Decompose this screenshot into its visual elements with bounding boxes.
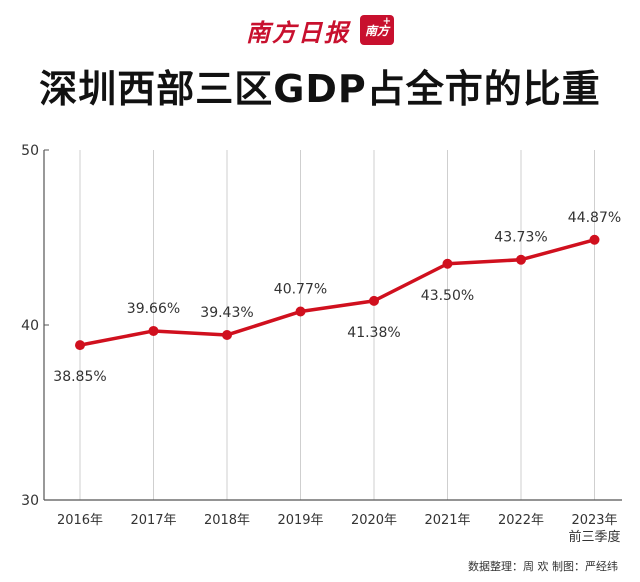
data-label: 40.77% bbox=[274, 282, 327, 298]
data-point bbox=[148, 325, 159, 336]
x-tick-label: 2016年 bbox=[57, 513, 103, 528]
data-point bbox=[442, 258, 453, 269]
data-point bbox=[516, 254, 526, 265]
data-label: 39.43% bbox=[200, 305, 253, 321]
x-tick-label: 2018年 bbox=[204, 513, 250, 528]
data-point bbox=[369, 295, 379, 306]
data-label: 43.73% bbox=[494, 230, 547, 246]
masthead: 南方日报 南方 + bbox=[0, 10, 640, 50]
x-tick-label: 2017年 bbox=[130, 513, 176, 528]
data-point bbox=[295, 306, 306, 317]
data-point bbox=[75, 340, 85, 351]
x-tick-label: 前三季度 bbox=[568, 529, 620, 545]
data-label: 44.87% bbox=[568, 210, 621, 226]
brand-logo-text: 南方 bbox=[364, 23, 389, 38]
data-label: 43.50% bbox=[421, 288, 474, 304]
x-tick-label: 2019年 bbox=[277, 513, 323, 528]
x-tick-label: 2020年 bbox=[351, 513, 397, 528]
y-tick-label: 30 bbox=[21, 493, 39, 509]
x-tick-label: 2021年 bbox=[424, 513, 470, 528]
data-label: 39.66% bbox=[127, 301, 180, 317]
x-tick-label: 2022年 bbox=[498, 513, 544, 528]
chart-title: 深圳西部三区GDP占全市的比重 bbox=[39, 67, 601, 111]
data-label: 38.85% bbox=[53, 369, 106, 385]
data-point bbox=[589, 234, 600, 245]
y-tick-label: 40 bbox=[21, 318, 39, 334]
x-tick-label: 2023年 bbox=[571, 513, 617, 528]
credit-line: 数据整理：周 欢 制图：严经纬 bbox=[468, 560, 618, 573]
data-label: 41.38% bbox=[347, 325, 400, 341]
series-line bbox=[79, 238, 595, 347]
y-tick-label: 50 bbox=[21, 143, 39, 159]
brand-name: 南方日报 bbox=[246, 17, 350, 47]
brand-logo: 南方 + bbox=[360, 15, 394, 45]
data-point bbox=[222, 329, 232, 340]
brand-logo-plus: + bbox=[382, 16, 391, 27]
